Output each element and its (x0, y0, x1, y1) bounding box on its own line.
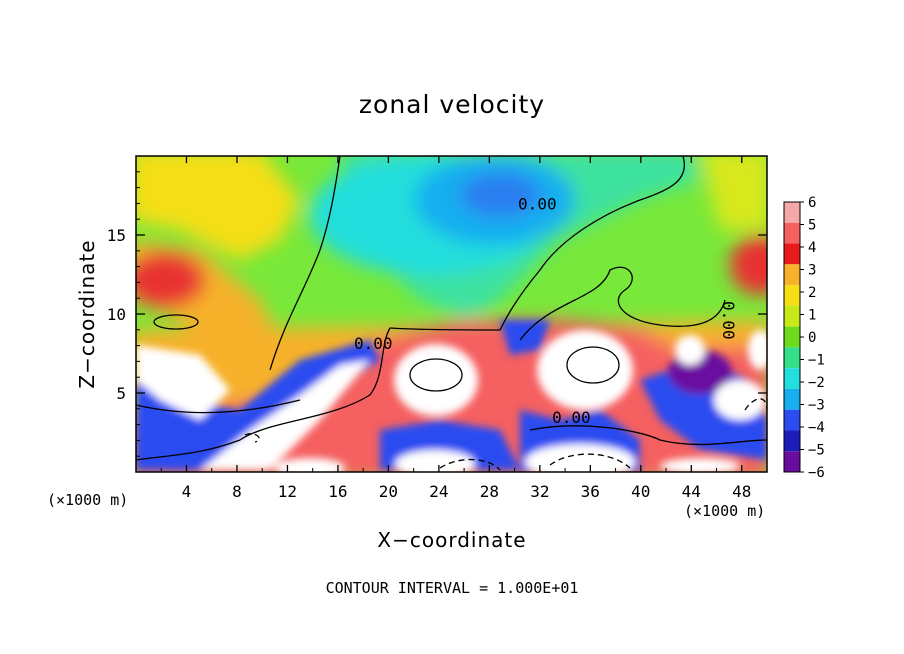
colorbar-swatch (784, 451, 800, 472)
x-tick-label: 4 (182, 482, 192, 501)
contour-label: 0.00 (354, 334, 393, 353)
x-tick-label: 20 (379, 482, 398, 501)
chart-title: zonal velocity (359, 90, 545, 119)
colorbar-swatch (784, 326, 800, 348)
contour-lines (136, 156, 767, 471)
x-axis-label: X−coordinate (377, 528, 526, 552)
colorbar-tick-label: 2 (808, 285, 816, 301)
colorbar: 6 5 4 3 2 1 0 −1 −2 −3 −4 −5 −6 (783, 195, 825, 481)
heatmap-field (136, 156, 767, 472)
colorbar-swatch (784, 264, 800, 286)
x-tick-label: 32 (530, 482, 549, 501)
colorbar-tick-label: 1 (808, 308, 816, 324)
colorbar-tick-label: −1 (808, 353, 825, 369)
x-tick-label: 12 (278, 482, 297, 501)
colorbar-swatch (784, 305, 800, 327)
x-tick-label: 28 (480, 482, 499, 501)
y-tick-label: 15 (107, 226, 126, 245)
colorbar-tick-label: 5 (808, 218, 816, 234)
colorbar-swatch (784, 222, 800, 244)
colorbar-swatch (784, 285, 800, 306)
colorbar-tick-label: −5 (808, 443, 825, 459)
colorbar-tick-label: −4 (808, 420, 825, 436)
x-tick-label: 8 (232, 482, 242, 501)
contour-label: 0.00 (552, 408, 591, 427)
colorbar-tick-label: −2 (808, 375, 825, 391)
x-units-label-left: (×1000 m) (47, 491, 128, 509)
x-tick-label: 40 (631, 482, 650, 501)
contour-label: 0.00 (518, 195, 557, 214)
x-tick-label: 16 (328, 482, 347, 501)
contour-label: 0.00 (719, 301, 738, 340)
x-tick-label: 48 (732, 482, 751, 501)
y-axis-label: Z−coordinate (75, 239, 99, 388)
x-tick-label: 36 (581, 482, 600, 501)
y-tick-label: 5 (116, 384, 126, 403)
y-axis: 5 10 15 (107, 171, 767, 457)
colorbar-tick-label: 0 (808, 330, 816, 346)
colorbar-swatch (784, 409, 800, 431)
contour-labels: 0.00 0.00 0.00 0.00 (354, 195, 738, 427)
contour-interval-note: CONTOUR INTERVAL = 1.000E+01 (326, 579, 579, 597)
x-tick-label: 44 (682, 482, 701, 501)
colorbar-swatch (784, 243, 800, 265)
colorbar-swatch (784, 388, 800, 410)
colorbar-swatch (784, 430, 800, 452)
colorbar-swatch (784, 202, 800, 223)
colorbar-tick-label: −6 (808, 465, 825, 481)
x-tick-label: 24 (429, 482, 448, 501)
colorbar-tick-label: 6 (808, 195, 816, 211)
colorbar-swatch (784, 368, 800, 389)
x-axis: 4 8 12 16 20 24 28 32 36 40 44 48 (160, 156, 751, 501)
colorbar-tick-label: −3 (808, 398, 825, 414)
colorbar-tick-label: 4 (808, 240, 816, 256)
x-units-label-right: (×1000 m) (684, 502, 765, 520)
colorbar-tick-label: 3 (808, 263, 816, 279)
y-tick-label: 10 (107, 305, 126, 324)
colorbar-swatch (784, 347, 800, 369)
